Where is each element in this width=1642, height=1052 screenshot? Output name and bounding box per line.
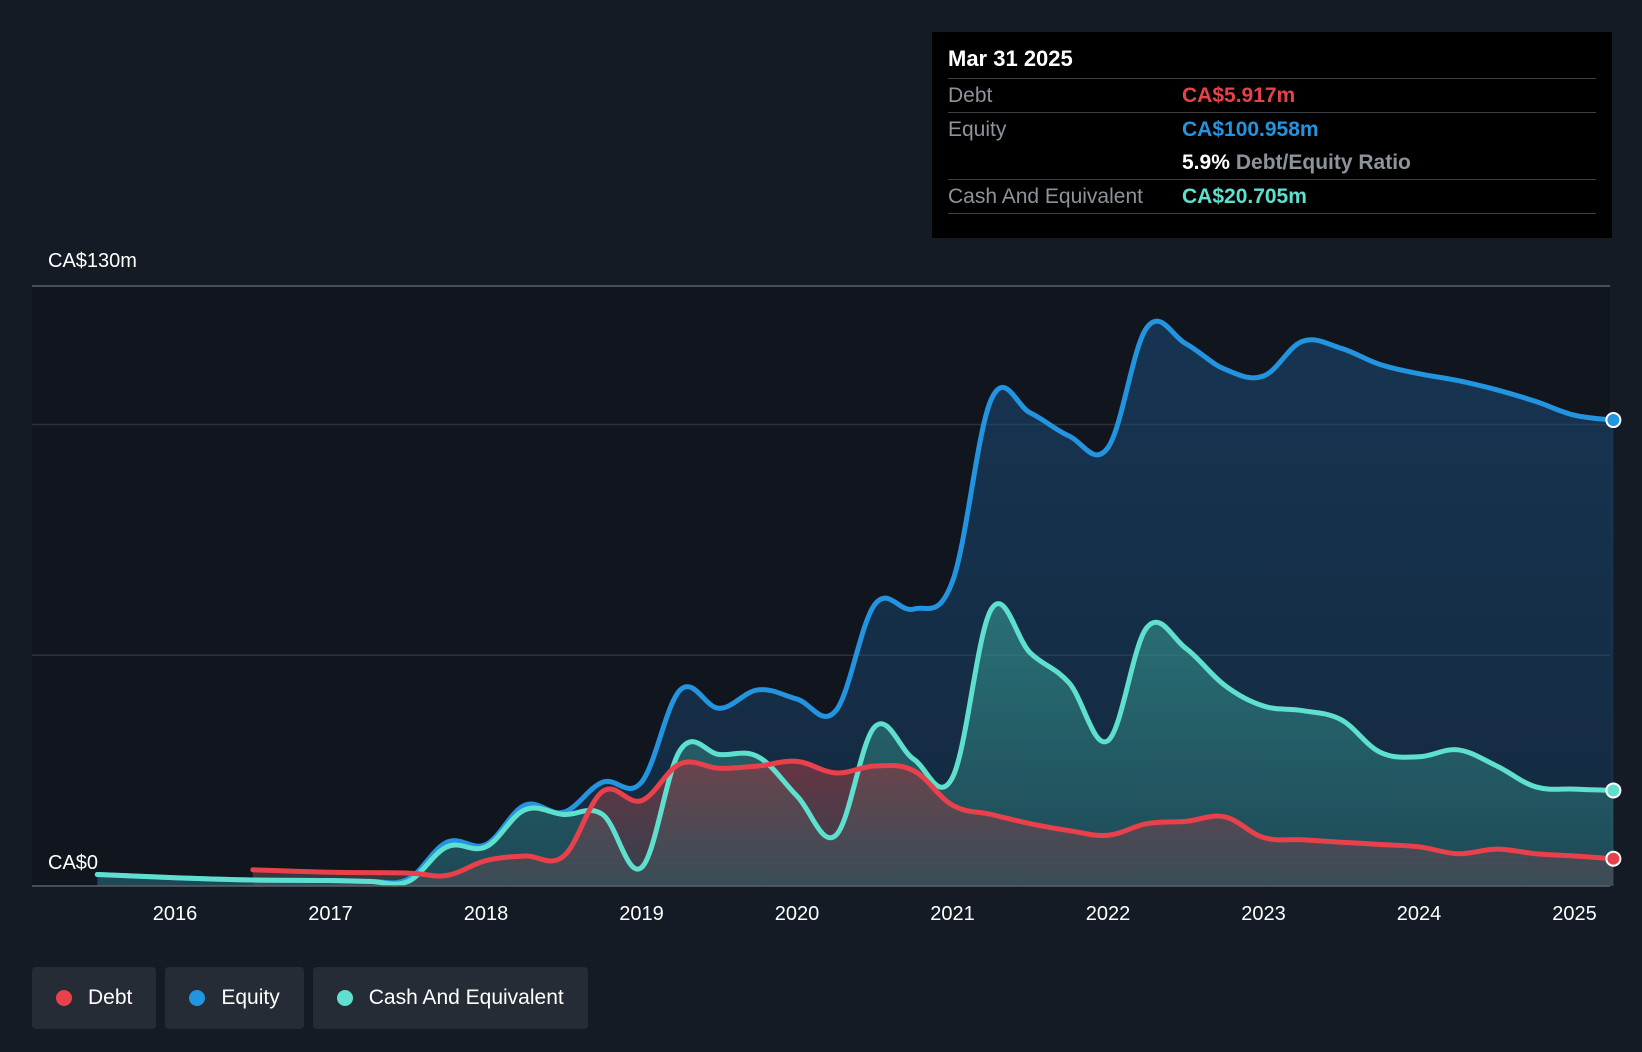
equity-end-marker[interactable] [1605, 412, 1622, 429]
y-axis-top-label: CA$130m [48, 250, 137, 272]
x-tick-label-2022: 2022 [1086, 903, 1131, 925]
tooltip-debt-row: Debt CA$5.917m [948, 79, 1596, 113]
x-tick-label-2024: 2024 [1397, 903, 1442, 925]
tooltip-debt-label: Debt [948, 84, 993, 107]
legend-item-equity[interactable]: Equity [165, 967, 304, 1029]
tooltip-equity-value: CA$100.958m [1182, 118, 1319, 141]
tooltip-cash-label: Cash And Equivalent [948, 185, 1143, 208]
debt-line [250, 758, 1616, 879]
tooltip-ratio-row: 5.9% Debt/Equity Ratio [948, 146, 1596, 180]
equity-dot-icon [189, 990, 206, 1006]
x-tick-label-2025: 2025 [1552, 903, 1597, 925]
x-tick-label-2018: 2018 [464, 903, 509, 925]
tooltip-ratio-label: Debt/Equity Ratio [1235, 151, 1411, 174]
equity-line [94, 318, 1616, 886]
legend-item-cash[interactable]: Cash And Equivalent [312, 967, 588, 1029]
x-tick-label-2016: 2016 [153, 903, 198, 925]
tooltip-panel: Mar 31 2025 Debt CA$5.917m Equity CA$100… [932, 32, 1612, 238]
x-tick-label-2017: 2017 [308, 903, 353, 925]
tooltip-debt-value: CA$5.917m [1182, 84, 1296, 107]
cash-line [94, 601, 1616, 887]
cash-area [97, 603, 1614, 886]
cash-end-marker[interactable] [1605, 782, 1622, 799]
chart-legend: Debt Equity Cash And Equivalent [32, 967, 588, 1029]
debt-dot-icon [56, 990, 72, 1006]
legend-cash-label: Cash And Equivalent [368, 986, 564, 1009]
debt-area [252, 761, 1614, 886]
y-axis-bottom-label: CA$0 [48, 852, 99, 874]
x-tick-label-2023: 2023 [1241, 903, 1286, 925]
legend-debt-label: Debt [88, 986, 133, 1009]
x-tick-label-2021: 2021 [930, 903, 975, 925]
legend-equity-label: Equity [221, 986, 280, 1009]
tooltip-cash-row: Cash And Equivalent CA$20.705m [948, 180, 1596, 214]
legend-item-debt[interactable]: Debt [32, 967, 157, 1029]
debt-end-marker[interactable] [1605, 850, 1622, 867]
tooltip-ratio-value: 5.9% [1182, 151, 1230, 174]
tooltip-equity-row: Equity CA$100.958m [948, 113, 1596, 146]
x-tick-label-2020: 2020 [775, 903, 820, 925]
tooltip-cash-value: CA$20.705m [1182, 185, 1307, 208]
tooltip-date: Mar 31 2025 [948, 46, 1596, 79]
x-tick-label-2019: 2019 [619, 903, 664, 925]
cash-dot-icon [336, 990, 353, 1006]
tooltip-equity-label: Equity [948, 118, 1007, 141]
